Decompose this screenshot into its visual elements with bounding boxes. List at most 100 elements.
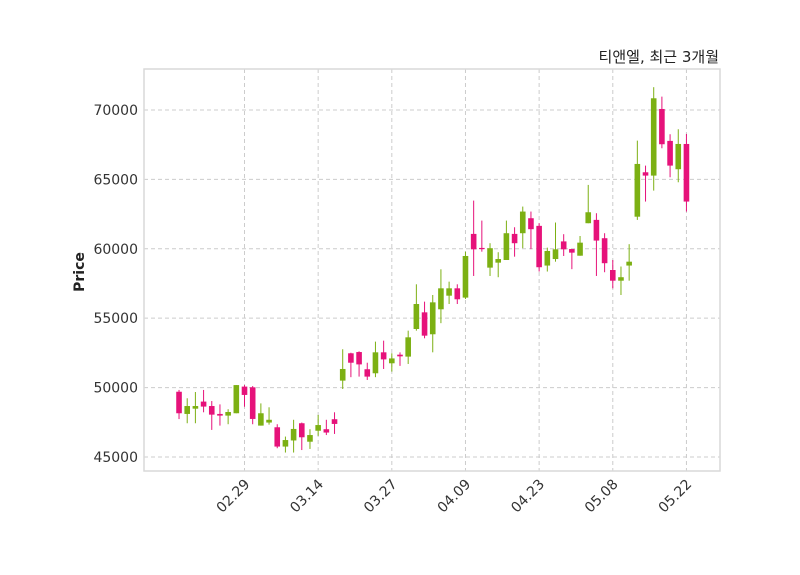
candle-body [290, 428, 297, 441]
candle-body [626, 261, 632, 266]
candle-body [184, 406, 191, 414]
candle [290, 419, 297, 453]
x-tick-label: 05.22 [656, 477, 696, 517]
candle-body [339, 368, 346, 381]
x-tick-labels: 02.29 03.14 03.27 04.09 04.23 05.08 05.22 [214, 476, 696, 516]
candle-body [429, 302, 436, 335]
candle [503, 220, 510, 261]
candle [429, 294, 436, 353]
candle [470, 200, 477, 276]
candle [569, 249, 575, 270]
candle-body [593, 219, 600, 241]
plot-frame [143, 68, 721, 472]
candle-body [585, 212, 592, 224]
y-tick-label: 65000 [93, 172, 138, 188]
candle [462, 251, 469, 300]
candle-body [569, 249, 575, 253]
candle [438, 269, 444, 324]
candle-body [487, 248, 493, 268]
candle-body [315, 425, 321, 431]
candle-body [241, 386, 248, 395]
candle-body [217, 413, 223, 416]
candle [258, 403, 264, 426]
candle [634, 140, 641, 220]
candle [421, 301, 428, 339]
candle [323, 419, 330, 436]
candle [364, 362, 371, 380]
candle [241, 385, 248, 407]
candle [511, 227, 518, 257]
candle-body [364, 369, 371, 377]
candle-body [503, 233, 510, 261]
candle-body [544, 250, 551, 266]
candle-body [298, 423, 305, 438]
candle-body [462, 255, 469, 298]
candle [552, 222, 559, 262]
candle [331, 412, 338, 434]
candle [536, 223, 542, 272]
candle [650, 87, 657, 191]
candle [200, 389, 207, 413]
candle [233, 385, 240, 414]
candle-body [413, 304, 420, 329]
candle [192, 392, 199, 424]
candle-body [380, 352, 387, 360]
candle [249, 386, 256, 425]
candle [397, 352, 403, 366]
candle [585, 184, 592, 224]
candle-body [618, 277, 624, 281]
candle [528, 211, 534, 250]
candle [601, 233, 608, 273]
y-axis-label: Price [72, 252, 88, 292]
candle [609, 260, 616, 289]
candle [356, 351, 362, 377]
candle-body [421, 312, 428, 336]
candle [380, 340, 387, 369]
candle [642, 165, 649, 202]
candle [208, 401, 215, 430]
x-tick-label: 05.08 [582, 477, 622, 517]
candle-body [683, 143, 690, 202]
candle [479, 220, 485, 252]
candle-body [192, 406, 199, 409]
y-tick-label: 70000 [93, 103, 138, 119]
candle [405, 330, 411, 364]
candle [454, 284, 461, 305]
candle-body [200, 401, 207, 407]
y-tick-label: 50000 [93, 381, 138, 397]
candle [413, 284, 420, 331]
candle-body [405, 337, 411, 357]
candle-body [536, 225, 542, 268]
candle-body [225, 412, 231, 416]
candle [675, 129, 682, 183]
candle-body [307, 435, 313, 442]
candle [339, 349, 346, 389]
candle [184, 398, 191, 424]
x-tick-label: 04.23 [508, 477, 548, 517]
grid-lines [144, 69, 720, 471]
candle [495, 252, 502, 278]
candle-body [479, 247, 485, 250]
candle-body [389, 358, 395, 364]
candle [266, 407, 272, 425]
candle [315, 414, 321, 436]
candle [225, 409, 231, 425]
candle [626, 244, 632, 281]
candle [560, 234, 567, 256]
candle-body [282, 440, 289, 447]
x-tick-label: 03.14 [287, 476, 327, 516]
candle-body [601, 238, 608, 264]
candle-body [438, 288, 444, 310]
candle-body [511, 233, 518, 244]
candle-body [560, 241, 567, 250]
candle-body [397, 354, 403, 357]
candle [307, 429, 313, 449]
candle-body [323, 429, 330, 433]
candle-body [577, 242, 583, 256]
candle-body [274, 427, 281, 447]
candle-body [446, 288, 452, 296]
candle-body [348, 353, 354, 363]
candle-body [519, 211, 526, 234]
y-tick-labels: 45000 50000 55000 60000 65000 70000 [93, 103, 138, 466]
